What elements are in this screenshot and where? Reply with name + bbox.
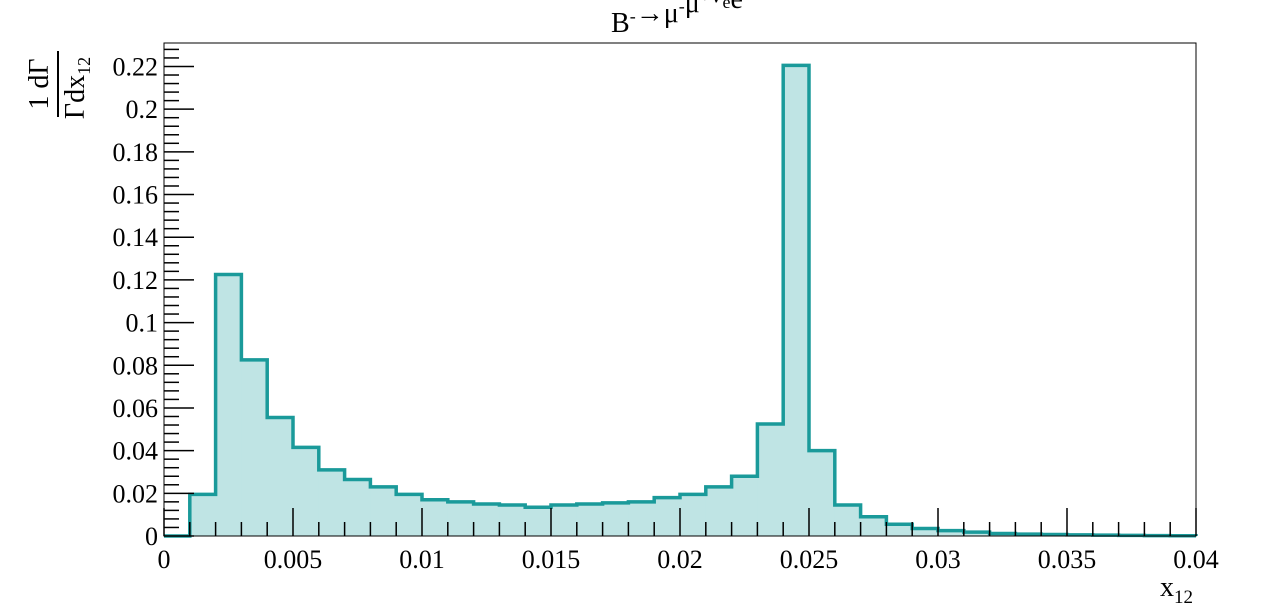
- histogram-bar-23: [757, 423, 784, 536]
- y-tick-label-0: 0: [145, 522, 158, 551]
- y-tick-label-6: 0.12: [113, 266, 159, 295]
- title-sup-2: -: [679, 0, 685, 16]
- histogram-bar-25: [809, 450, 836, 536]
- histogram-bar-2: [215, 274, 242, 536]
- histogram-outline: [164, 63, 1198, 538]
- histogram-bar-12: [473, 503, 500, 536]
- y-tick-label-11: 0.22: [113, 52, 159, 81]
- x-tick-label-4: 0.02: [657, 545, 703, 574]
- histogram-bar-1: [189, 494, 217, 536]
- title-part-2: μ: [664, 0, 679, 29]
- x-tick-label-6: 0.03: [915, 545, 961, 574]
- histogram-bar-26: [834, 505, 862, 536]
- histogram-bar-24: [783, 65, 810, 536]
- x-axis-label: x12: [1160, 572, 1193, 608]
- histogram-bar-18: [628, 501, 655, 536]
- histogram-bar-9: [396, 494, 423, 536]
- y-axis-label: 1 dΓ Γdx12: [24, 51, 94, 119]
- histogram-bar-7: [344, 479, 371, 536]
- histogram-bar-29: [912, 528, 939, 536]
- x-tick-label-3: 0.015: [522, 545, 581, 574]
- histogram-bar-17: [602, 502, 629, 536]
- histogram-bar-16: [576, 503, 604, 536]
- histogram-bar-31: [963, 532, 991, 536]
- histogram-bars: [189, 65, 1197, 536]
- title-part-0: B: [611, 8, 630, 39]
- histogram-bar-28: [886, 524, 913, 536]
- x-axis-ticks: [163, 508, 1197, 536]
- title-sub-4: e: [723, 0, 731, 12]
- y-tick-label-9: 0.18: [113, 138, 159, 167]
- histogram-bar-13: [499, 505, 526, 536]
- title-part-1: →: [636, 0, 664, 29]
- histogram-bar-21: [705, 486, 733, 536]
- y-tick-label-2: 0.04: [113, 437, 159, 466]
- x-tick-label-2: 0.01: [399, 545, 445, 574]
- title-part-5: e: [731, 0, 743, 15]
- title-sup-3: +: [700, 0, 710, 6]
- title-sup-5: -: [743, 0, 749, 2]
- histogram-bar-14: [525, 507, 552, 536]
- y-tick-label-5: 0.1: [126, 309, 159, 338]
- y-tick-label-8: 0.16: [113, 181, 159, 210]
- y-tick-label-3: 0.06: [113, 394, 159, 423]
- x-tick-label-5: 0.025: [780, 545, 839, 574]
- y-tick-label-10: 0.2: [126, 95, 159, 124]
- y-label-denominator: Γdx12: [60, 57, 94, 119]
- histogram-bar-5: [293, 447, 320, 536]
- histogram-bar-30: [938, 530, 965, 536]
- histogram-bar-6: [318, 469, 346, 536]
- histogram-bar-22: [731, 476, 758, 536]
- title-part-4: ν: [710, 0, 723, 9]
- histogram-bar-11: [447, 501, 475, 536]
- histogram-bar-27: [860, 516, 887, 536]
- y-axis-ticks: [164, 48, 194, 537]
- y-tick-label-7: 0.14: [113, 223, 159, 252]
- x-tick-label-1: 0.005: [264, 545, 323, 574]
- y-label-numerator: 1 dΓ: [24, 58, 55, 109]
- y-tick-label-4: 0.08: [113, 351, 159, 380]
- y-tick-label-1: 0.02: [113, 479, 159, 508]
- title-sup-0: -: [630, 6, 636, 26]
- y-axis-tick-labels: 0 0.02 0.04 0.06 0.08 0.1 0.12 0.14 0.16 0.18 0.2 0…: [113, 52, 159, 551]
- x-tick-label-0: 0: [158, 545, 171, 574]
- chart-title: B-→μ-μ+νee-: [611, 0, 749, 39]
- histogram-bar-19: [654, 497, 681, 536]
- x-tick-label-7: 0.035: [1038, 545, 1097, 574]
- x-axis-tick-labels: 0 0.005 0.01 0.015 0.02 0.025 0.03 0.035 0.04: [158, 545, 1219, 574]
- histogram-bar-20: [680, 494, 707, 536]
- x-tick-label-8: 0.04: [1173, 545, 1219, 574]
- histogram-bar-8: [370, 486, 397, 536]
- x-label-text: x12: [1160, 572, 1193, 608]
- histogram-bar-3: [241, 359, 268, 536]
- title-part-3: μ: [685, 0, 700, 19]
- histogram-bar-15: [551, 505, 578, 536]
- histogram-bar-4: [267, 417, 294, 536]
- histogram-bar-10: [422, 499, 449, 536]
